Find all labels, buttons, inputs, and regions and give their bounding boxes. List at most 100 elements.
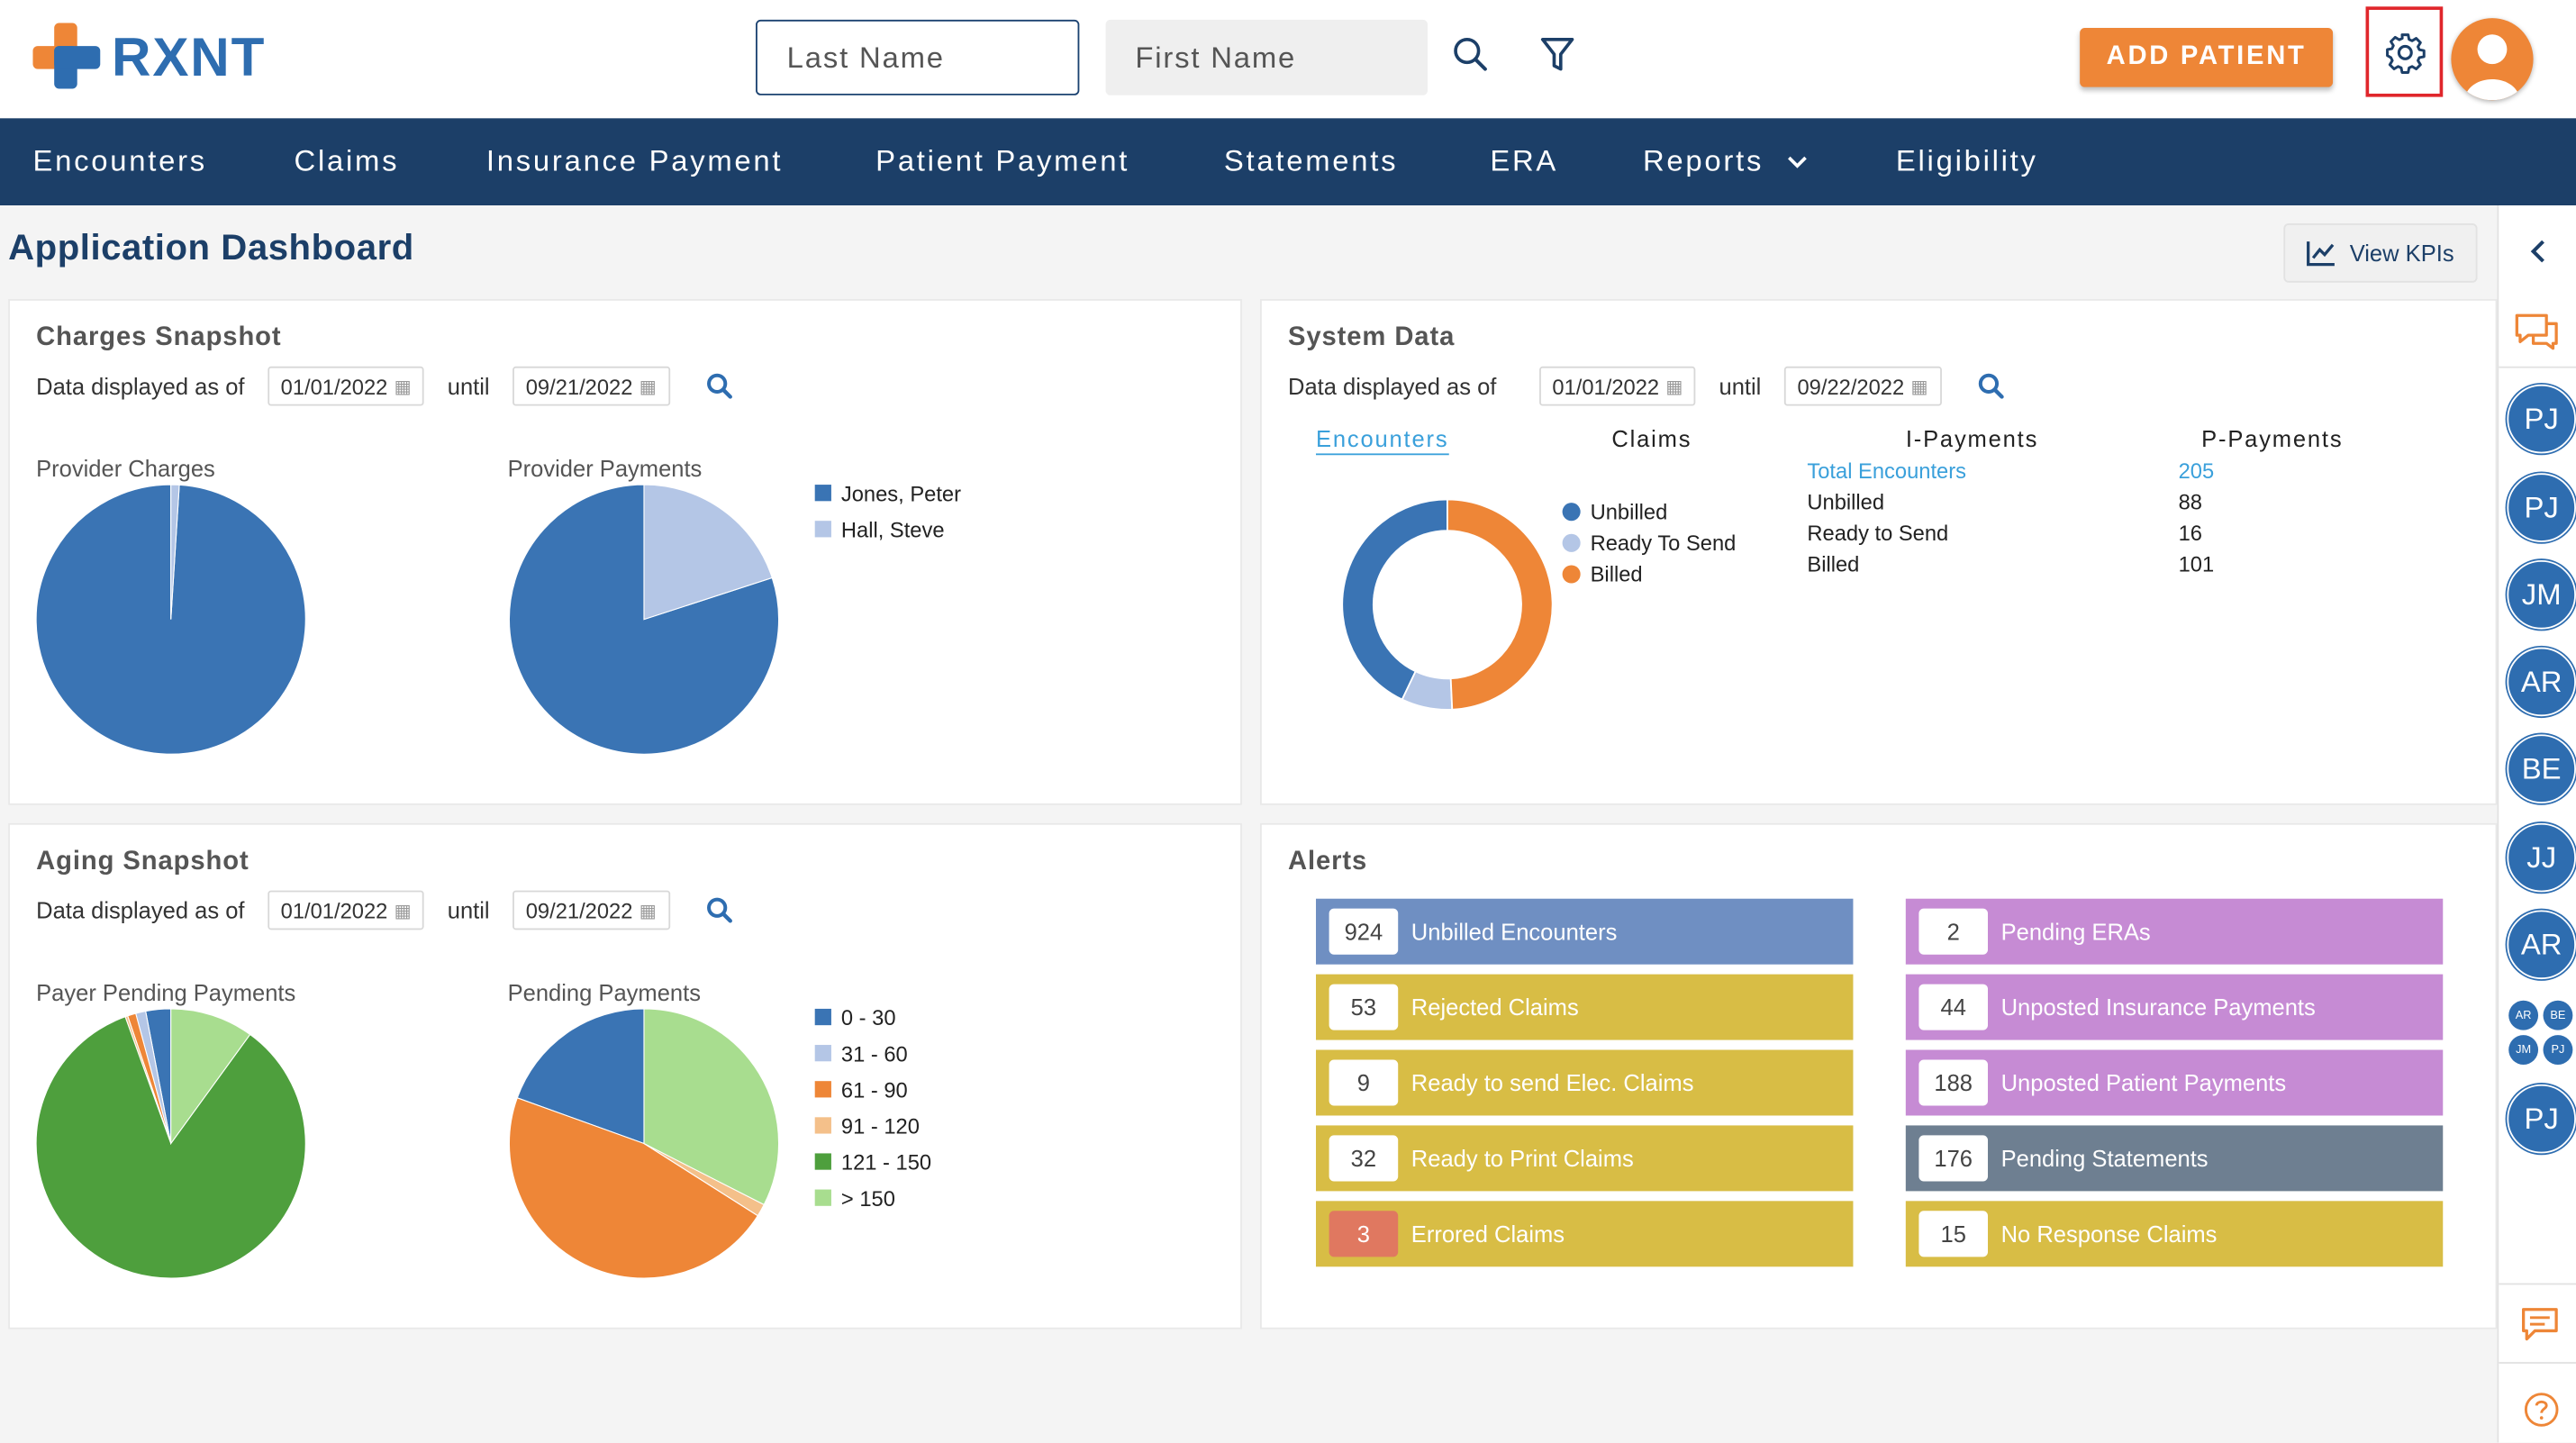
- calendar-icon: ▦: [394, 377, 412, 397]
- search-icon[interactable]: [1977, 373, 2003, 399]
- mini-avatar: PJ: [2543, 1035, 2573, 1065]
- stat-value[interactable]: 205: [2178, 458, 2215, 484]
- pie-slice[interactable]: [1341, 498, 1448, 701]
- help-icon[interactable]: [2524, 1392, 2560, 1436]
- provider-payments-chart: [508, 484, 780, 755]
- to-date-input[interactable]: 09/22/2022 ▦: [1783, 366, 1942, 406]
- stat-label: Ready to Send: [1807, 521, 1949, 546]
- donut-legend: Unbilled Ready To Send Billed: [1562, 496, 1736, 590]
- aging-legend: 0 - 30 31 - 60 61 - 90 91 - 120 121 - 15…: [814, 999, 931, 1216]
- rail-divider: [2499, 1283, 2576, 1285]
- search-icon[interactable]: [1449, 32, 1492, 75]
- nav-statements[interactable]: Statements: [1223, 144, 1399, 177]
- nav-reports[interactable]: Reports: [1642, 144, 1764, 177]
- mini-avatar: JM: [2508, 1035, 2539, 1065]
- alert-label: Errored Claims: [1410, 1221, 1565, 1248]
- first-name-input[interactable]: [1105, 19, 1429, 95]
- nav-claims[interactable]: Claims: [294, 144, 400, 177]
- stat-value: 88: [2178, 489, 2202, 514]
- user-avatar[interactable]: [2451, 18, 2534, 101]
- gear-icon: [2385, 32, 2425, 74]
- date-range: Data displayed as of 01/01/2022 ▦ until 0…: [1288, 366, 2003, 406]
- legend-item: 61 - 90: [814, 1071, 931, 1107]
- alert-no-response[interactable]: 15 No Response Claims: [1905, 1201, 2444, 1267]
- right-rail: PJ PJ JM AR BE JJ AR AR BE JM PJ PJ: [2497, 204, 2576, 1443]
- rail-avatar[interactable]: AR: [2507, 910, 2576, 980]
- displayed-as-of-label: Data displayed as of: [36, 896, 245, 924]
- tab-i-payments[interactable]: I-Payments: [1905, 425, 2039, 452]
- alert-count: 15: [1918, 1211, 1989, 1257]
- tab-encounters[interactable]: Encounters: [1316, 425, 1449, 456]
- pie-slice[interactable]: [516, 1008, 645, 1145]
- nav-eligibility[interactable]: Eligibility: [1895, 144, 2038, 177]
- stat-label: Billed: [1807, 551, 1860, 577]
- rail-avatar[interactable]: PJ: [2507, 384, 2576, 454]
- system-data-panel: System Data Data displayed as of 01/01/2…: [1259, 298, 2498, 805]
- view-kpis-button[interactable]: View KPIs: [2283, 223, 2478, 283]
- alert-ready-elec-claims[interactable]: 9 Ready to send Elec. Claims: [1316, 1049, 1854, 1116]
- settings-button[interactable]: [2365, 6, 2444, 97]
- alert-label: Pending ERAs: [2000, 918, 2151, 945]
- alert-unposted-patient[interactable]: 188 Unposted Patient Payments: [1905, 1049, 2444, 1116]
- alert-count: 9: [1329, 1059, 1399, 1106]
- aging-snapshot-panel: Aging Snapshot Data displayed as of 01/0…: [8, 822, 1242, 1330]
- calendar-icon: ▦: [394, 901, 412, 921]
- last-name-input[interactable]: [756, 19, 1080, 95]
- pie-slice[interactable]: [643, 1008, 780, 1206]
- pie-slice[interactable]: [170, 1008, 251, 1146]
- rail-avatar[interactable]: PJ: [2507, 473, 2576, 542]
- chevron-left-icon[interactable]: [2528, 238, 2548, 272]
- search-icon[interactable]: [705, 373, 732, 399]
- alert-unbilled-encounters[interactable]: 924 Unbilled Encounters: [1316, 898, 1854, 965]
- alerts-panel: Alerts 924 Unbilled Encounters 53 Rejected…: [1259, 822, 2498, 1330]
- rail-avatar[interactable]: PJ: [2507, 1084, 2576, 1154]
- alert-unposted-insurance[interactable]: 44 Unposted Insurance Payments: [1905, 974, 2444, 1040]
- stat-label[interactable]: Total Encounters: [1807, 458, 1967, 484]
- rail-avatar[interactable]: AR: [2507, 647, 2576, 717]
- provider-charges-label: Provider Charges: [36, 455, 215, 482]
- rail-avatar[interactable]: JM: [2507, 559, 2576, 630]
- mini-avatar: BE: [2543, 1000, 2573, 1030]
- rail-avatar[interactable]: JJ: [2507, 822, 2576, 893]
- rail-avatar[interactable]: BE: [2507, 734, 2576, 803]
- alert-pending-statements[interactable]: 176 Pending Statements: [1905, 1125, 2444, 1192]
- stat-value: 101: [2178, 551, 2215, 577]
- nav-era[interactable]: ERA: [1490, 144, 1559, 177]
- pie-slice[interactable]: [170, 484, 180, 620]
- filter-icon[interactable]: [1536, 32, 1578, 75]
- payer-pending-label: Payer Pending Payments: [36, 979, 296, 1006]
- alert-rejected-claims[interactable]: 53 Rejected Claims: [1316, 974, 1854, 1040]
- pie-slice[interactable]: [643, 484, 773, 621]
- chevron-down-icon[interactable]: [1786, 118, 1810, 205]
- pie-slice[interactable]: [1447, 498, 1554, 711]
- pie-slice[interactable]: [508, 1097, 759, 1279]
- legend-item: Ready To Send: [1562, 527, 1736, 558]
- alert-count: 188: [1918, 1059, 1989, 1106]
- from-date-input[interactable]: 01/01/2022 ▦: [1538, 366, 1696, 406]
- nav-insurance-payment[interactable]: Insurance Payment: [485, 144, 784, 177]
- from-date-input[interactable]: 01/01/2022 ▦: [268, 366, 425, 406]
- search-icon[interactable]: [705, 897, 732, 923]
- stat-label: Unbilled: [1807, 489, 1885, 514]
- alert-ready-print-claims[interactable]: 32 Ready to Print Claims: [1316, 1125, 1854, 1192]
- nav-encounters[interactable]: Encounters: [32, 144, 207, 177]
- alert-errored-claims[interactable]: 3 Errored Claims: [1316, 1201, 1854, 1267]
- nav-patient-payment[interactable]: Patient Payment: [875, 144, 1130, 177]
- to-date-input[interactable]: 09/21/2022 ▦: [512, 890, 670, 930]
- legend-item: 0 - 30: [814, 999, 931, 1035]
- alert-label: Ready to Print Claims: [1410, 1145, 1634, 1172]
- rail-group-avatar[interactable]: AR BE JM PJ: [2507, 999, 2576, 1068]
- from-date-input[interactable]: 01/01/2022 ▦: [268, 890, 425, 930]
- tab-p-payments[interactable]: P-Payments: [2201, 425, 2344, 452]
- add-patient-button[interactable]: ADD PATIENT: [2080, 28, 2334, 87]
- alert-count: 924: [1329, 908, 1399, 955]
- pie-slice[interactable]: [35, 1016, 306, 1279]
- tab-claims[interactable]: Claims: [1611, 425, 1692, 452]
- to-date-input[interactable]: 09/21/2022 ▦: [512, 366, 670, 406]
- rxnt-logo[interactable]: RXNT: [32, 23, 266, 93]
- message-icon[interactable]: [2520, 1306, 2560, 1350]
- displayed-as-of-label: Data displayed as of: [1288, 373, 1497, 400]
- alert-pending-eras[interactable]: 2 Pending ERAs: [1905, 898, 2444, 965]
- chat-bubbles-icon[interactable]: [2514, 311, 2560, 362]
- alert-label: Pending Statements: [2000, 1145, 2209, 1172]
